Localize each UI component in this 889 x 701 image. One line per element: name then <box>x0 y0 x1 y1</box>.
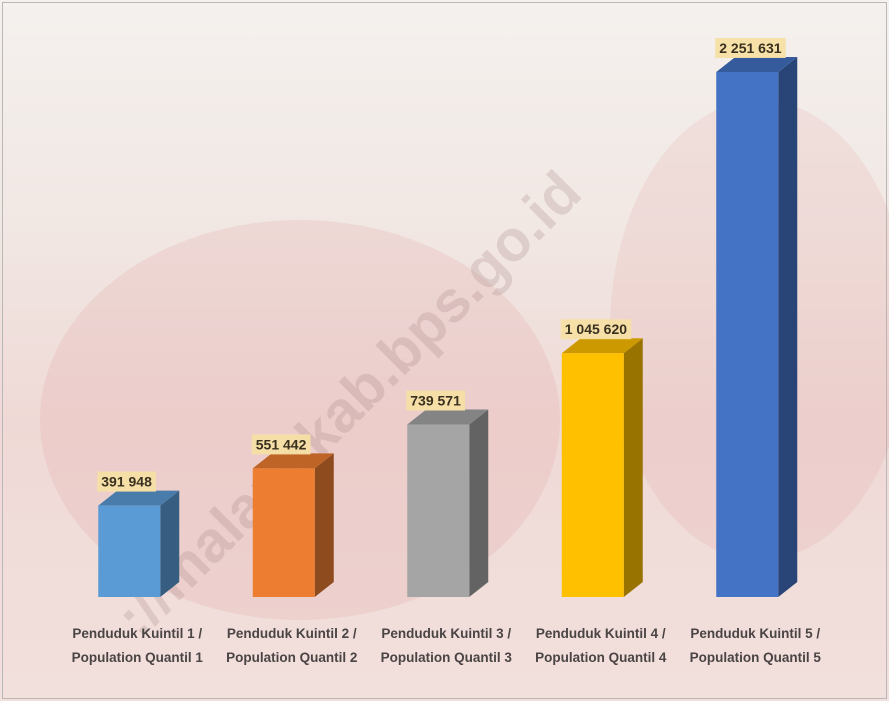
value-label: 551 442 <box>252 434 311 454</box>
bar-side <box>624 338 643 597</box>
x-tick-label: Penduduk Kuintil 4 / Population Quantil … <box>526 622 676 670</box>
bar-side <box>160 491 179 597</box>
value-label: 1 045 620 <box>561 319 631 339</box>
x-tick-label: Penduduk Kuintil 1 / Population Quantil … <box>62 622 212 670</box>
value-label: 739 571 <box>406 391 465 411</box>
value-label-text: 2 251 631 <box>719 40 781 56</box>
bar-side <box>469 410 488 597</box>
value-label-text: 739 571 <box>410 393 461 409</box>
plot: ://malangkab.bps.go.id 391 948551 442739… <box>0 0 889 701</box>
value-label: 2 251 631 <box>715 38 785 58</box>
x-tick-label: Penduduk Kuintil 3 / Population Quantil … <box>371 622 521 670</box>
bar <box>407 425 469 597</box>
bar-side <box>315 453 334 597</box>
chart: ://malangkab.bps.go.id 391 948551 442739… <box>0 0 889 701</box>
value-label-text: 551 442 <box>256 436 307 452</box>
bar <box>98 506 160 597</box>
bar <box>716 72 778 597</box>
value-label-text: 391 948 <box>101 474 152 490</box>
bar <box>253 468 315 597</box>
value-label: 391 948 <box>97 472 156 492</box>
value-label-text: 1 045 620 <box>565 321 627 337</box>
bar-side <box>778 57 797 597</box>
x-tick-label: Penduduk Kuintil 5 / Population Quantil … <box>680 622 830 670</box>
bar <box>562 353 624 597</box>
x-tick-label: Penduduk Kuintil 2 / Population Quantil … <box>217 622 367 670</box>
